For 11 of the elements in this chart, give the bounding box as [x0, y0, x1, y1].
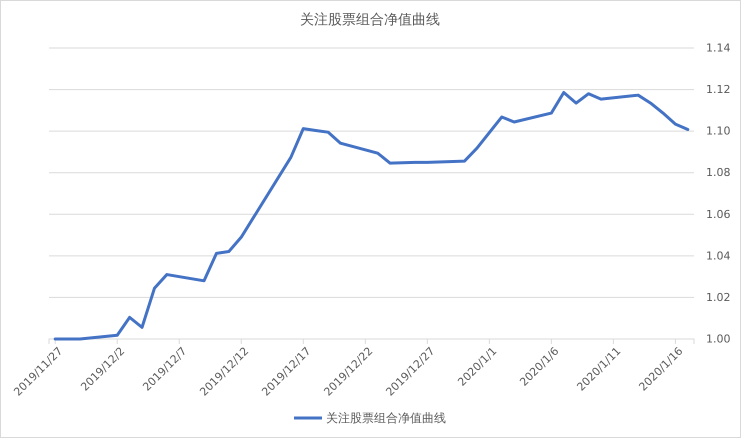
- y-tick-label: 1.14: [706, 42, 730, 55]
- y-tick-label: 1.12: [706, 83, 730, 96]
- y-tick-label: 1.04: [706, 249, 730, 262]
- y-tick-label: 1.10: [706, 124, 730, 138]
- y-tick-label: 1.02: [706, 290, 730, 304]
- y-tick-label: 1.00: [706, 332, 730, 346]
- line-series: [54, 90, 690, 340]
- y-tick-label: 1.06: [706, 208, 730, 221]
- y-tick-label: 1.08: [706, 166, 730, 180]
- legend-label: 关注股票组合净值曲线: [326, 411, 446, 425]
- chart-title: 关注股票组合净值曲线: [300, 12, 440, 28]
